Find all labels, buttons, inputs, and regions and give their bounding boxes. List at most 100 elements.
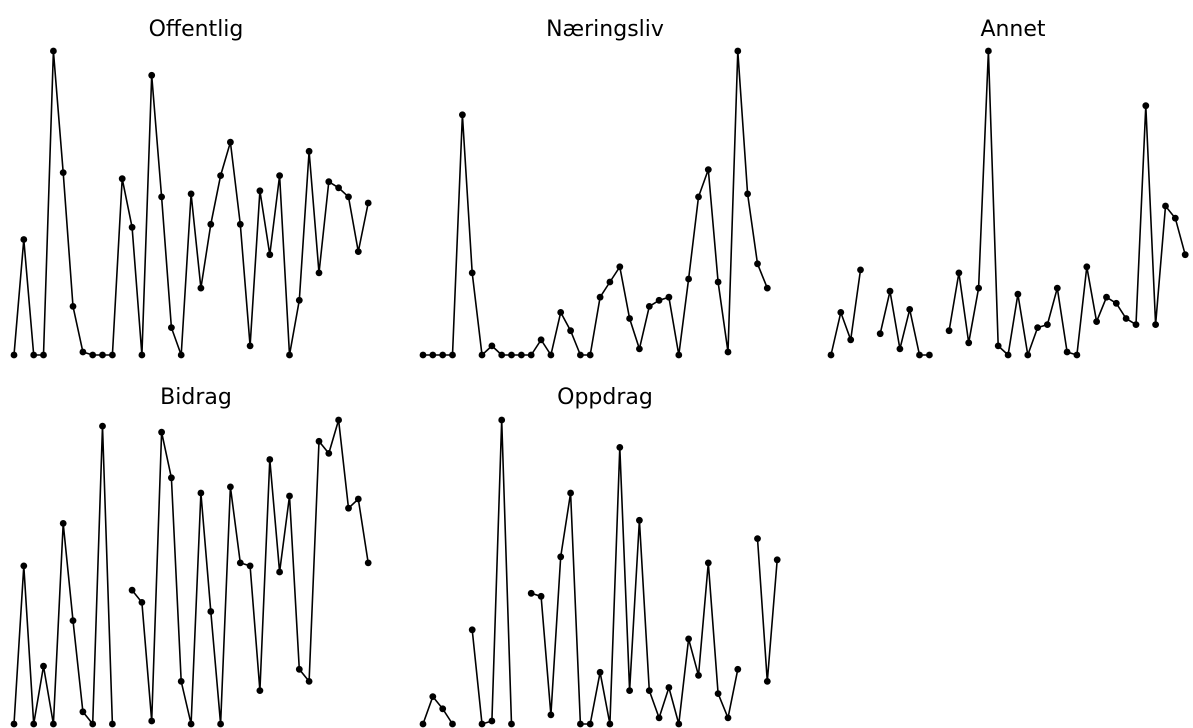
data-point [128,223,136,231]
data-point [315,437,323,445]
data-point [109,720,116,728]
data-point [488,717,496,725]
data-point [439,705,447,713]
data-point [596,668,604,676]
data-point [325,450,333,457]
data-point [1103,293,1110,301]
data-point [246,562,254,570]
data-point [118,175,126,183]
series-line [830,50,1186,357]
data-point [626,687,633,694]
data-point [606,278,614,286]
data-point [138,351,146,359]
data-point [975,284,982,292]
data-point [305,147,313,155]
data-point [724,714,732,722]
data-point [655,714,663,722]
data-point [714,278,722,286]
data-point [857,266,864,274]
data-point [616,263,624,271]
data-point [325,178,333,186]
data-point [508,351,515,359]
data-point [916,351,923,359]
data-point [906,306,914,313]
data-point [69,303,77,310]
data-point [30,351,38,359]
data-point [345,193,352,201]
panel-0: Offentlig [10,17,372,359]
data-point [128,586,136,594]
data-point [10,351,18,359]
series-line [13,50,369,356]
data-point [69,617,77,624]
data-point [586,720,594,728]
data-point [985,47,992,55]
data-point [636,516,643,524]
data-point [158,428,166,436]
data-point [926,351,933,359]
data-point [207,608,215,615]
data-point [109,351,116,359]
data-point [965,339,973,347]
data-point [547,711,555,719]
data-point [567,489,574,497]
panel-4: Oppdrag [419,385,781,728]
data-point [1142,102,1150,110]
data-point [419,720,427,728]
data-point [468,269,476,277]
panel-2: Annet [827,17,1189,359]
data-point [158,193,166,201]
data-point [1152,321,1159,328]
data-point [557,309,565,316]
panel-title: Annet [980,17,1045,42]
data-point [449,720,456,728]
data-point [577,720,584,728]
data-point [754,535,761,542]
data-point [655,296,663,304]
data-point [1034,324,1041,331]
data-point [439,351,447,359]
panel-3: Bidrag [10,385,372,728]
data-point [187,720,195,728]
data-point [1053,284,1061,292]
panel-1: Næringsliv [419,17,771,359]
data-point [488,342,496,350]
data-point [1014,290,1022,298]
data-point [50,720,57,728]
data-point [276,172,283,180]
data-point [675,720,683,728]
data-point [616,444,624,451]
data-point [1024,351,1032,359]
data-point [1132,321,1140,328]
data-point [478,720,486,728]
data-point [449,351,456,359]
data-point [685,635,692,643]
data-point [773,556,781,564]
data-point [227,138,234,146]
data-point [50,47,57,55]
data-point [266,251,274,259]
data-point [256,687,264,694]
data-point [468,626,476,634]
data-point [59,169,67,177]
data-point [665,293,673,301]
data-point [266,456,274,463]
data-point [286,492,293,500]
data-point [40,662,47,670]
data-point [1004,351,1012,359]
data-point [734,47,742,55]
data-point [30,720,38,728]
data-point [246,342,254,350]
data-point [79,348,87,356]
data-point [734,665,742,673]
data-point [1122,315,1130,322]
data-point [295,296,303,304]
data-point [335,416,342,424]
data-point [99,351,106,359]
data-point [527,351,535,359]
data-point [567,327,574,335]
data-point [645,687,653,694]
data-point [177,678,185,685]
data-point [994,342,1002,350]
